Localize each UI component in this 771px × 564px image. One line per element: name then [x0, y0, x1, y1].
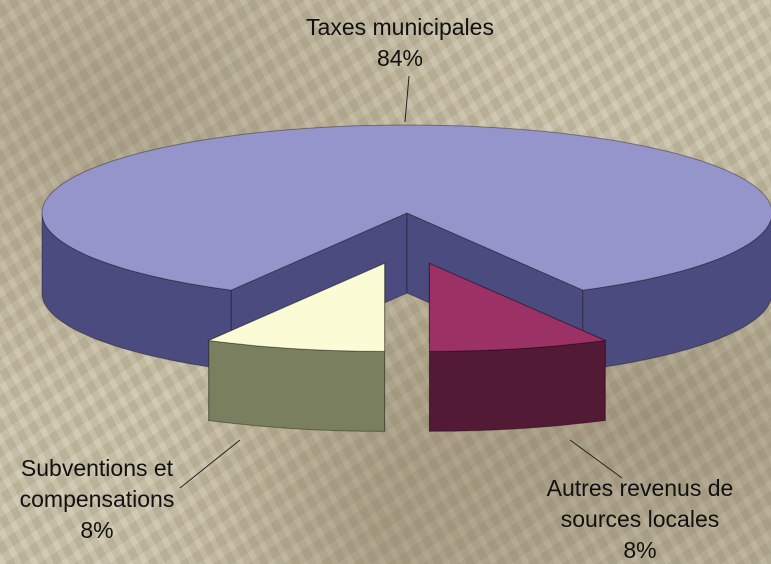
slice-side — [209, 341, 385, 432]
category-label: Taxes municipales — [250, 12, 550, 43]
leader-line — [405, 76, 409, 122]
value-label: 84% — [250, 43, 550, 74]
category-label: Subventions et compensations — [2, 453, 192, 515]
slice-side — [429, 341, 605, 432]
value-label: 8% — [530, 535, 750, 564]
value-label: 8% — [2, 515, 192, 546]
chart: Autres revenus de sources locales8%Taxes… — [0, 0, 771, 564]
category-label: Autres revenus de sources locales — [530, 473, 750, 535]
